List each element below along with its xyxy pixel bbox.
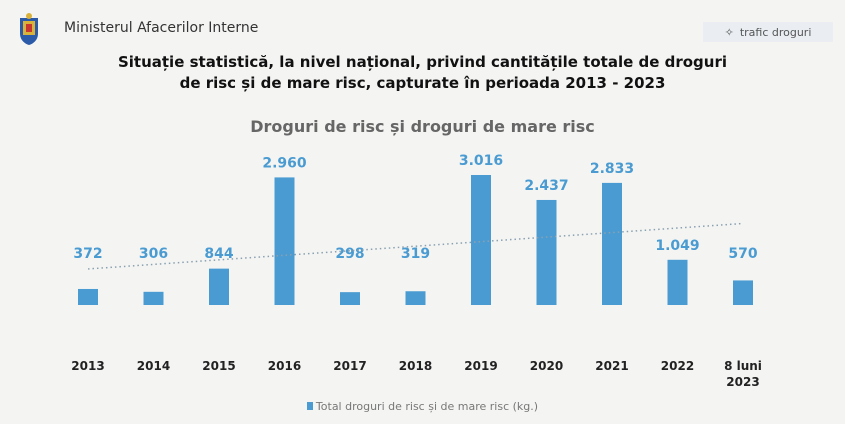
bar bbox=[78, 288, 98, 305]
coat-of-arms-logo bbox=[18, 12, 40, 46]
page-title: Situație statistică, la nivel național, … bbox=[0, 52, 845, 94]
bar bbox=[209, 268, 229, 305]
trendline bbox=[87, 222, 744, 270]
data-label: 2.960 bbox=[262, 155, 307, 171]
x-tick-label: 2013 bbox=[71, 359, 104, 373]
data-label: 372 bbox=[73, 246, 102, 262]
bar bbox=[143, 291, 164, 305]
x-tick-label: 2014 bbox=[137, 359, 170, 373]
x-tick-label: 2015 bbox=[202, 359, 235, 373]
legend-label: Total droguri de risc și de mare risc (k… bbox=[315, 400, 539, 413]
bar bbox=[471, 175, 491, 305]
tag-button[interactable]: ✧ trafic droguri bbox=[703, 22, 833, 42]
x-tick-label: 2017 bbox=[333, 359, 366, 373]
x-tick-label: 2016 bbox=[268, 359, 301, 373]
x-tick-label: 2021 bbox=[595, 359, 628, 373]
title-line-2: de risc și de mare risc, capturate în pe… bbox=[179, 74, 666, 92]
data-label: 298 bbox=[335, 246, 364, 262]
x-tick-label: 2020 bbox=[530, 359, 563, 373]
bar bbox=[602, 182, 622, 305]
data-label: 2.437 bbox=[524, 178, 568, 194]
data-label: 3.016 bbox=[459, 153, 503, 169]
data-label: 2.833 bbox=[590, 161, 634, 177]
x-tick-label: 8 luni bbox=[724, 359, 762, 373]
legend: Total droguri de risc și de mare risc (k… bbox=[0, 400, 845, 413]
data-label: 1.049 bbox=[655, 238, 699, 254]
x-tick-label: 2018 bbox=[399, 359, 432, 373]
bar bbox=[405, 291, 426, 305]
bar bbox=[733, 280, 753, 305]
tag-label: trafic droguri bbox=[739, 25, 812, 39]
legend-swatch bbox=[306, 402, 313, 410]
title-line-1: Situație statistică, la nivel național, … bbox=[117, 53, 728, 71]
chart-title: Droguri de risc și droguri de mare risc bbox=[250, 117, 595, 136]
x-tick-label: 2019 bbox=[464, 359, 497, 373]
x-tick-label: 2023 bbox=[726, 375, 759, 389]
org-name: Ministerul Afacerilor Interne bbox=[64, 20, 259, 36]
bar bbox=[274, 177, 295, 305]
bar bbox=[536, 199, 557, 305]
data-label: 570 bbox=[728, 246, 757, 262]
bar bbox=[340, 292, 360, 305]
bar bbox=[667, 259, 688, 305]
data-label: 319 bbox=[401, 246, 430, 262]
data-label: 844 bbox=[204, 246, 233, 262]
data-label: 306 bbox=[139, 246, 168, 262]
x-tick-label: 2022 bbox=[661, 359, 694, 373]
sparkle-icon: ✧ bbox=[724, 25, 734, 39]
